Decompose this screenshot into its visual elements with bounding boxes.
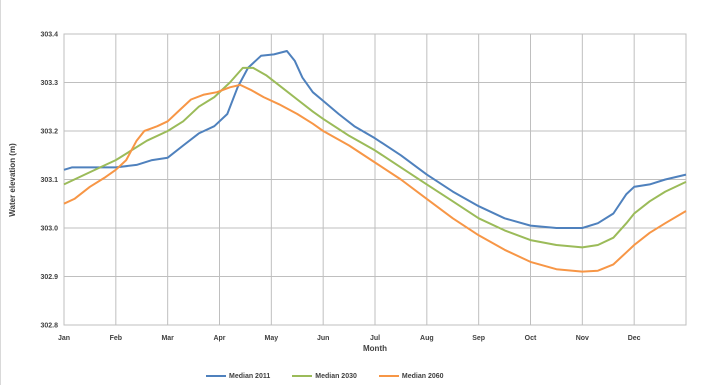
x-tick-label: Nov bbox=[576, 335, 589, 342]
x-tick-label: Feb bbox=[110, 335, 122, 342]
series-line bbox=[63, 50, 687, 229]
legend-item: Median 2030 bbox=[292, 373, 357, 380]
series-lines bbox=[63, 50, 687, 273]
x-tick-label: May bbox=[265, 335, 279, 342]
series-line bbox=[63, 66, 687, 249]
y-tick-label: 303.4 bbox=[40, 32, 58, 39]
legend-swatch bbox=[292, 375, 313, 377]
x-tick-label: Apr bbox=[213, 335, 225, 342]
series-line bbox=[63, 83, 687, 273]
x-axis-ticks: Jan Feb Mar Apr May Jun Jul Aug Sep Oct Nov Dec bbox=[58, 335, 641, 342]
legend-label: Median 2030 bbox=[315, 372, 357, 380]
x-tick-label: Aug bbox=[420, 335, 434, 342]
legend: Median 2011 Median 2030 Median 2060 bbox=[206, 370, 444, 382]
legend-item: Median 2060 bbox=[378, 372, 444, 380]
x-tick-label: Sep bbox=[472, 335, 485, 342]
y-tick-label: 303.0 bbox=[40, 226, 58, 233]
y-tick-label: 302.8 bbox=[40, 323, 58, 330]
y-tick-label: 303.3 bbox=[40, 80, 58, 87]
legend-swatch bbox=[378, 375, 399, 377]
y-axis-ticks: 302.8 302.9 303.0 303.1 303.2 303.3 303.4 bbox=[40, 32, 58, 330]
y-tick-label: 303.1 bbox=[40, 177, 58, 184]
legend-swatch bbox=[206, 375, 226, 377]
y-tick-label: 302.9 bbox=[40, 274, 58, 281]
y-tick-label: 303.2 bbox=[40, 129, 58, 136]
x-tick-label: Oct bbox=[525, 335, 537, 342]
x-tick-label: Jan bbox=[58, 335, 70, 342]
x-tick-label: Jul bbox=[370, 335, 380, 342]
x-tick-label: Dec bbox=[628, 335, 641, 342]
gridlines bbox=[63, 33, 687, 326]
legend-label: Median 2060 bbox=[401, 372, 444, 380]
x-tick-label: Mar bbox=[161, 335, 174, 342]
y-axis-title: Water elevation (m) bbox=[8, 143, 17, 217]
legend-item: Median 2011 bbox=[206, 373, 270, 380]
x-axis-title: Month bbox=[363, 344, 387, 353]
x-tick-label: Jun bbox=[317, 335, 329, 342]
legend-label: Median 2011 bbox=[229, 372, 271, 380]
